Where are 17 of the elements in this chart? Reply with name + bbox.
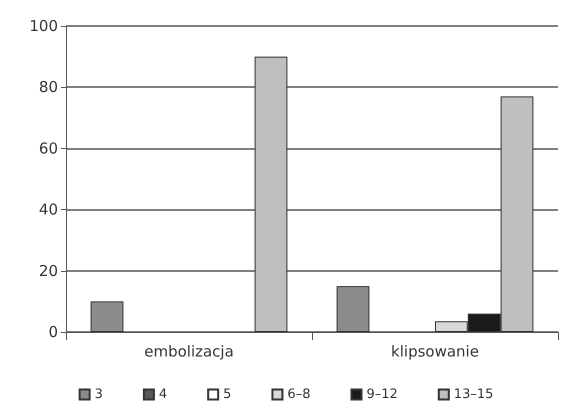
legend-label: 3 (94, 387, 103, 402)
x-tick-label: klipsowanie (391, 342, 479, 360)
bar (336, 286, 370, 332)
legend-label: 4 (158, 387, 168, 402)
y-tick-label: 20 (38, 262, 58, 280)
bar (254, 56, 288, 332)
y-tick-label: 60 (38, 139, 58, 158)
y-tick-label: 0 (48, 323, 58, 341)
bar (90, 301, 124, 332)
legend-label: 9–12 (366, 387, 398, 402)
y-tick-label: 100 (29, 17, 58, 35)
legend-label: 6–8 (287, 387, 310, 402)
y-tick-label: 40 (38, 200, 58, 219)
legend-label: 5 (223, 387, 232, 402)
legend-label: 13–15 (454, 387, 494, 402)
x-tick-label: embolizacja (144, 342, 234, 360)
y-tick-label: 80 (38, 78, 58, 96)
